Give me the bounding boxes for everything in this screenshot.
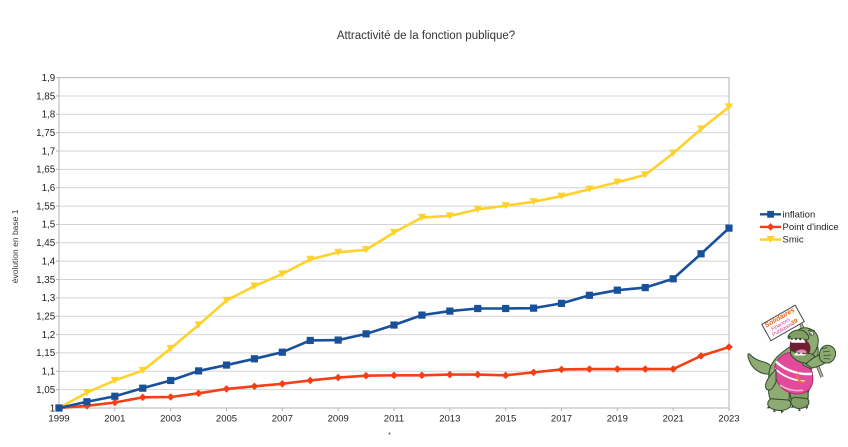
svg-text:2017: 2017	[551, 414, 572, 425]
svg-text:1,6: 1,6	[42, 183, 56, 194]
svg-text:Point d'indice: Point d'indice	[783, 222, 839, 233]
svg-text:1,1: 1,1	[42, 367, 56, 378]
svg-text:1,45: 1,45	[36, 238, 56, 249]
svg-text:1,3: 1,3	[42, 293, 56, 304]
svg-text:1,05: 1,05	[36, 385, 56, 396]
svg-text:1,4: 1,4	[42, 256, 56, 267]
svg-text:2007: 2007	[272, 414, 293, 425]
svg-text:1,65: 1,65	[36, 165, 56, 176]
svg-text:39: 39	[790, 317, 800, 327]
svg-text:1999: 1999	[48, 414, 69, 425]
svg-text:2013: 2013	[439, 414, 460, 425]
svg-text:1,7: 1,7	[42, 146, 56, 157]
svg-text:Smic: Smic	[783, 235, 804, 246]
svg-text:évolution en base 1: évolution en base 1	[10, 209, 20, 283]
svg-text:2009: 2009	[328, 414, 349, 425]
svg-text:2005: 2005	[216, 414, 237, 425]
svg-text:Attractivité de la fonction pu: Attractivité de la fonction publique?	[337, 30, 515, 42]
svg-text:1,5: 1,5	[42, 220, 56, 231]
svg-text:2003: 2003	[160, 414, 181, 425]
svg-text:2021: 2021	[663, 414, 684, 425]
svg-text:1,9: 1,9	[42, 73, 56, 84]
svg-text:2019: 2019	[607, 414, 628, 425]
svg-text:1,8: 1,8	[42, 110, 56, 121]
svg-text:2001: 2001	[104, 414, 125, 425]
svg-text:inflation: inflation	[783, 210, 816, 221]
svg-text:1,55: 1,55	[36, 201, 56, 212]
svg-text:2023: 2023	[718, 414, 739, 425]
svg-text:1: 1	[50, 403, 55, 414]
svg-text:2015: 2015	[495, 414, 516, 425]
svg-text:1,35: 1,35	[36, 275, 56, 286]
svg-text:2011: 2011	[384, 414, 404, 425]
svg-text:1,2: 1,2	[42, 330, 56, 341]
svg-text:1,15: 1,15	[36, 348, 56, 359]
svg-text:1,85: 1,85	[36, 91, 56, 102]
svg-text:1,25: 1,25	[36, 312, 56, 323]
svg-text:1,75: 1,75	[36, 128, 56, 139]
